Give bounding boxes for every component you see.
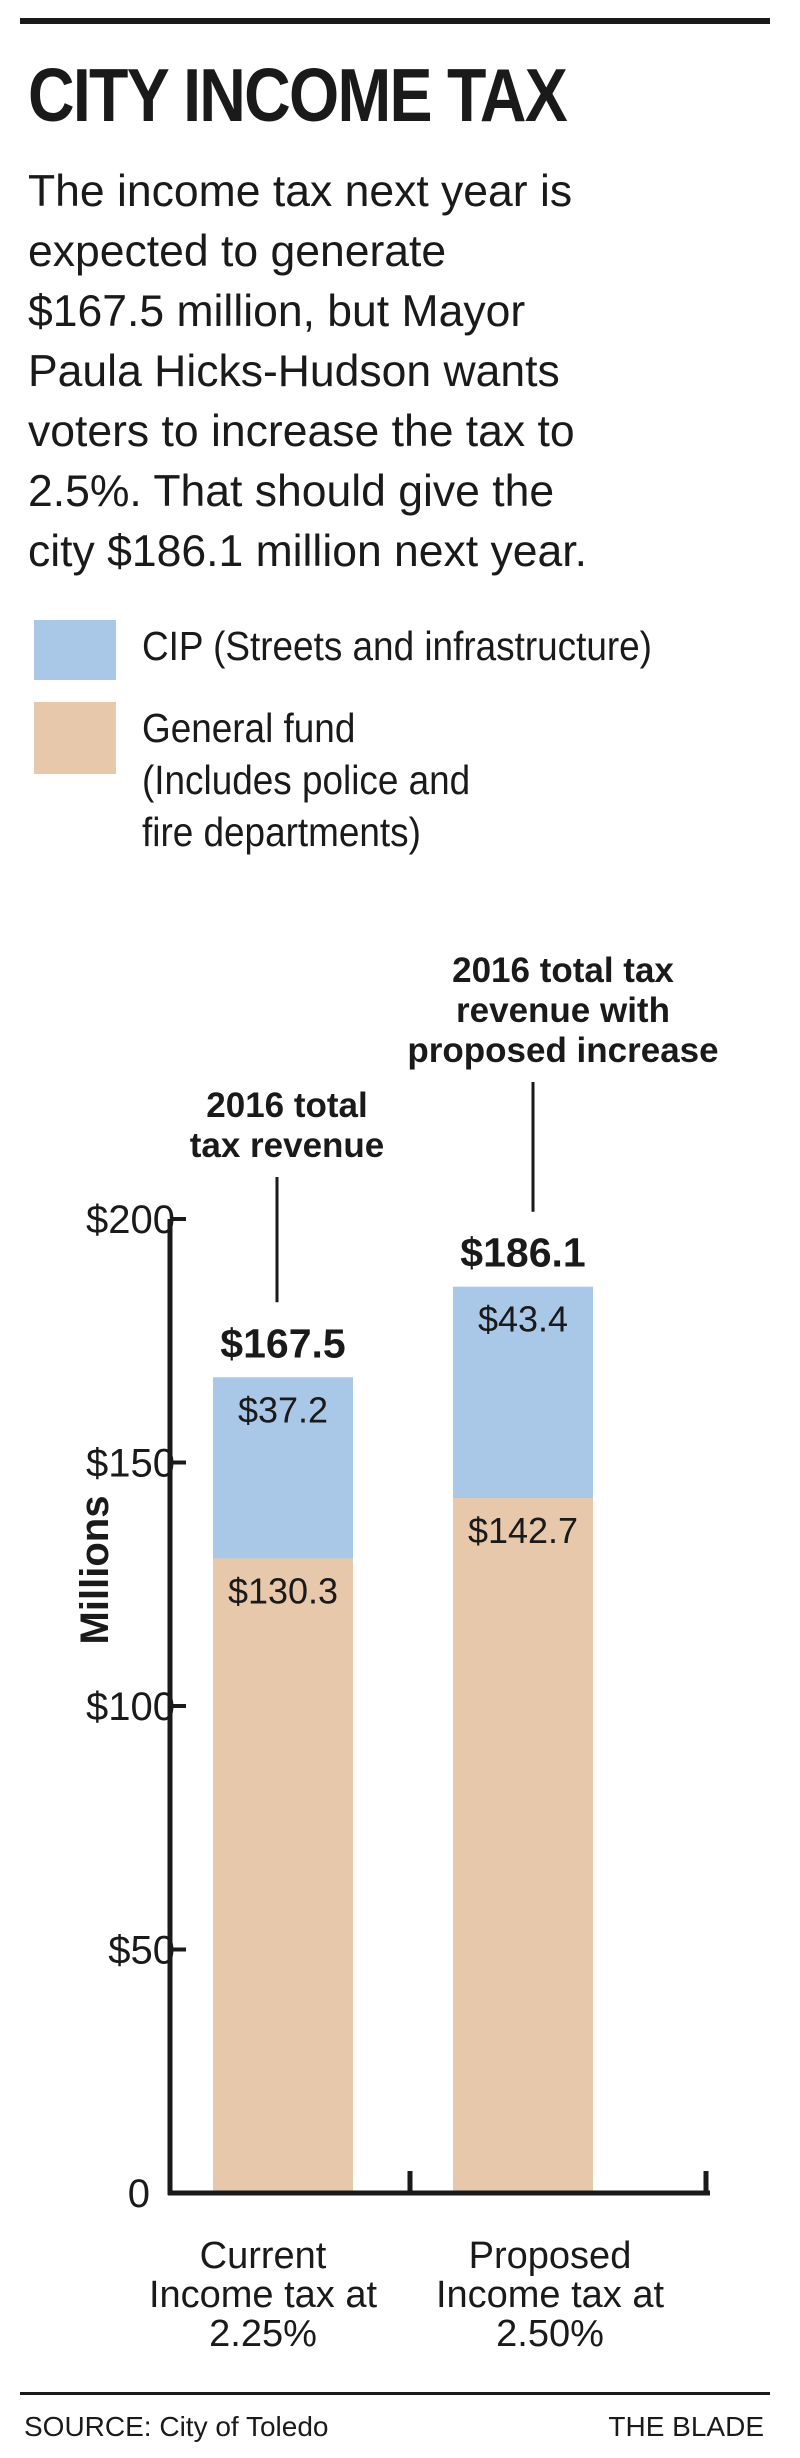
annotation-text: 2016 total tax [452, 951, 674, 990]
bottom-rule [20, 2392, 770, 2395]
source-note: SOURCE: City of Toledo [24, 2411, 329, 2442]
top-rule [20, 18, 770, 24]
legend-swatch-cip [34, 620, 116, 680]
annotation-text: tax revenue [190, 1126, 385, 1165]
legend-general-line: fire departments) [142, 809, 421, 855]
y-tick-label: $200 [86, 1198, 175, 1242]
total-label: $186.1 [460, 1230, 585, 1276]
page-title: CITY INCOME TAX [28, 53, 568, 137]
y-tick-label: $150 [86, 1442, 175, 1486]
bar-segment-cip [213, 1377, 353, 1559]
category-label: Income tax at [436, 2274, 665, 2316]
intro-line: city $186.1 million next year. [28, 527, 588, 576]
category-label: Current [200, 2235, 327, 2277]
annotation-text: revenue with [456, 991, 670, 1030]
legend-label-cip: CIP (Streets and infrastructure) [142, 623, 652, 669]
data-label-cip: $43.4 [478, 1299, 568, 1340]
y-tick-label: $50 [108, 1929, 175, 1973]
bar-segment-general-fund [453, 1498, 593, 2193]
y-axis-label: Millions [73, 1496, 117, 1645]
annotation-text: proposed increase [407, 1031, 718, 1070]
intro-text: The income tax next year is expected to g… [28, 162, 768, 582]
legend-item-general-fund: General fund (Includes police and fire dep… [34, 702, 507, 858]
intro-line: 2.5%. That should give the [28, 467, 555, 516]
intro-line: expected to generate [28, 227, 447, 276]
intro-line: $167.5 million, but Mayor [28, 287, 526, 336]
legend-general-line: (Includes police and [142, 757, 471, 803]
category-label: Income tax at [149, 2274, 378, 2316]
legend-item-cip: CIP (Streets and infrastructure) [34, 620, 709, 680]
annotation-text: 2016 total [206, 1086, 367, 1125]
total-label: $167.5 [220, 1320, 345, 1366]
intro-line: The income tax next year is [28, 167, 573, 216]
category-label: 2.50% [496, 2313, 604, 2355]
publisher-credit: THE BLADE [608, 2411, 764, 2442]
bar-segment-cip [453, 1286, 593, 1499]
legend-swatch-general-fund [34, 702, 116, 774]
legend-general-line: General fund [142, 705, 356, 751]
category-label: 2.25% [209, 2313, 317, 2355]
category-label: Proposed [469, 2235, 632, 2277]
bar-segment-general-fund [213, 1558, 353, 2193]
y-tick-label: $100 [86, 1685, 175, 1729]
data-label-general-fund: $142.7 [468, 1510, 578, 1551]
data-label-cip: $37.2 [238, 1389, 328, 1430]
data-label-general-fund: $130.3 [228, 1570, 338, 1611]
legend-label-general-fund: General fund (Includes police and fire dep… [142, 702, 470, 858]
y-tick-label: 0 [128, 2172, 150, 2216]
intro-line: Paula Hicks-Hudson wants [28, 347, 560, 396]
intro-line: voters to increase the tax to [28, 407, 575, 456]
